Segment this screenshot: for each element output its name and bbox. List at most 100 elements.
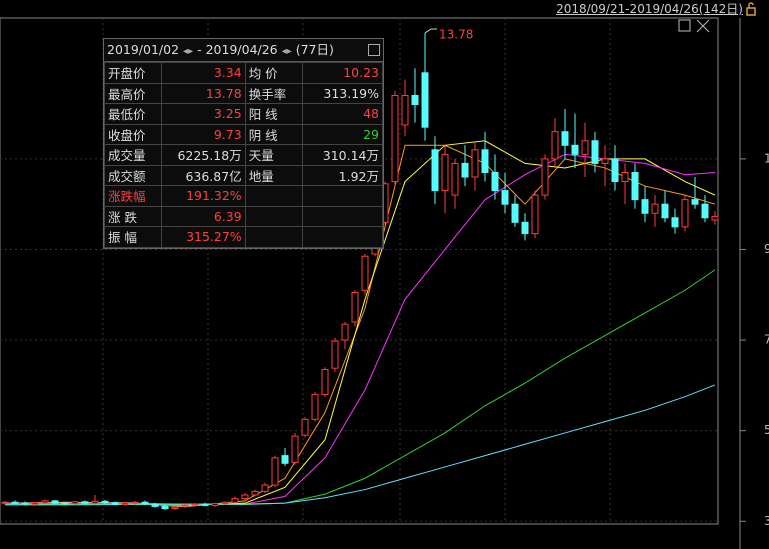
empty-cell xyxy=(301,226,384,248)
stat-value: 48 xyxy=(301,103,384,125)
date-range: 2018/09/21-2019/04/26(142日) xyxy=(556,2,743,16)
stats-row: 开盘价 3.34 均 价 10.23 xyxy=(103,62,384,84)
candle-body xyxy=(121,502,129,506)
candle-body xyxy=(431,149,439,192)
candle-body xyxy=(231,498,239,503)
candle-body xyxy=(671,217,679,228)
candle-body xyxy=(311,393,319,420)
empty-cell xyxy=(244,205,303,227)
y-tick-label: 3 xyxy=(764,514,769,528)
empty-cell xyxy=(244,185,303,207)
candle-body xyxy=(261,484,269,492)
close-box[interactable] xyxy=(368,44,380,56)
stats-row: 涨 跌 6.39 xyxy=(103,205,384,227)
candle-body xyxy=(191,503,199,506)
candle-body xyxy=(571,144,579,155)
candle-body xyxy=(711,215,719,221)
lock-icon[interactable] xyxy=(746,2,756,16)
stat-label: 阴 线 xyxy=(244,123,303,145)
candle-body xyxy=(641,199,649,214)
v-grid xyxy=(102,18,611,524)
stat-value: 29 xyxy=(301,123,384,145)
candle-body xyxy=(11,501,19,504)
candle-body xyxy=(361,255,369,291)
candle-body xyxy=(701,203,709,219)
peak-label: 13.78 xyxy=(439,27,473,41)
stat-value: 310.14万 xyxy=(301,144,384,166)
candle-body xyxy=(131,501,139,504)
stats-panel: 2019/01/02 ◂▸ - 2019/04/26 ◂▸ (77日) 开盘价 3.34 均… xyxy=(103,38,384,249)
close-icon[interactable] xyxy=(696,19,710,33)
candle-body xyxy=(631,171,639,201)
arrows[interactable]: ◂▸ xyxy=(281,46,292,57)
candle-body xyxy=(91,500,99,504)
stat-label: 开盘价 xyxy=(103,62,163,84)
candle-body xyxy=(171,506,179,510)
stat-label: 最高价 xyxy=(103,82,163,104)
y-tick-label: 7 xyxy=(764,333,769,347)
day-count: (77日) xyxy=(295,42,334,57)
candle-body xyxy=(421,72,429,128)
candle-body xyxy=(461,162,469,178)
y-tick-label: 5 xyxy=(764,423,769,437)
stats-row: 最高价 13.78 换手率 313.19% xyxy=(103,82,384,104)
candle-body xyxy=(351,292,359,323)
stat-label: 成交额 xyxy=(103,164,163,186)
stat-value: 9.73 xyxy=(161,123,246,145)
candle-body xyxy=(251,490,259,496)
candle-body xyxy=(321,369,329,395)
candle-body xyxy=(561,131,569,146)
candle-body xyxy=(601,158,609,164)
peak-pointer xyxy=(424,28,437,34)
candle-body xyxy=(71,501,79,505)
candle-body xyxy=(181,504,189,507)
y-tick-label: 11 xyxy=(764,151,769,165)
candle-body xyxy=(211,503,219,506)
stats-row: 振 幅 315.27% xyxy=(103,226,384,248)
candle-body xyxy=(491,171,499,192)
candle-body xyxy=(391,94,399,183)
y-tick-label: 9 xyxy=(764,242,769,256)
candle-body xyxy=(111,502,119,506)
stats-row: 涨跌幅 191.32% xyxy=(103,185,384,207)
empty-cell xyxy=(301,185,384,207)
empty-cell xyxy=(301,205,384,227)
candle-body xyxy=(661,203,669,219)
stat-value: 1.92万 xyxy=(301,164,384,186)
candle-body xyxy=(31,502,39,505)
end-date: 2019/04/26 xyxy=(205,42,278,57)
candle-body xyxy=(331,340,339,369)
candle-body xyxy=(401,94,409,126)
candle-body xyxy=(481,149,489,173)
stat-label: 阳 线 xyxy=(244,103,303,125)
candle-body xyxy=(241,494,249,500)
stat-label: 天量 xyxy=(244,144,303,166)
stat-value: 10.23 xyxy=(301,62,384,84)
candle-body xyxy=(41,500,49,504)
candle-body xyxy=(551,131,559,160)
stat-label: 收盘价 xyxy=(103,123,163,145)
stats-header: 2019/01/02 ◂▸ - 2019/04/26 ◂▸ (77日) xyxy=(104,39,383,62)
candle-body xyxy=(581,140,589,155)
candle-body xyxy=(201,503,209,506)
stat-label: 均 价 xyxy=(244,62,303,84)
candle-body xyxy=(521,221,529,235)
candle-body xyxy=(681,199,689,228)
stat-label: 振 幅 xyxy=(103,226,163,248)
candle-body xyxy=(651,203,659,214)
stat-value: 13.78 xyxy=(161,82,246,104)
candle-body xyxy=(501,190,509,205)
candle-body xyxy=(541,158,549,196)
arrows[interactable]: ◂▸ xyxy=(183,46,194,57)
stat-value: 3.34 xyxy=(161,62,246,84)
empty-cell xyxy=(244,226,303,248)
candle-body xyxy=(611,158,619,183)
candle-body xyxy=(441,153,449,192)
start-date: 2019/01/02 xyxy=(107,42,180,57)
maximize-icon[interactable] xyxy=(678,19,691,32)
separator: - xyxy=(197,42,202,57)
stat-value: 6.39 xyxy=(161,205,246,227)
candle-body xyxy=(471,149,479,178)
